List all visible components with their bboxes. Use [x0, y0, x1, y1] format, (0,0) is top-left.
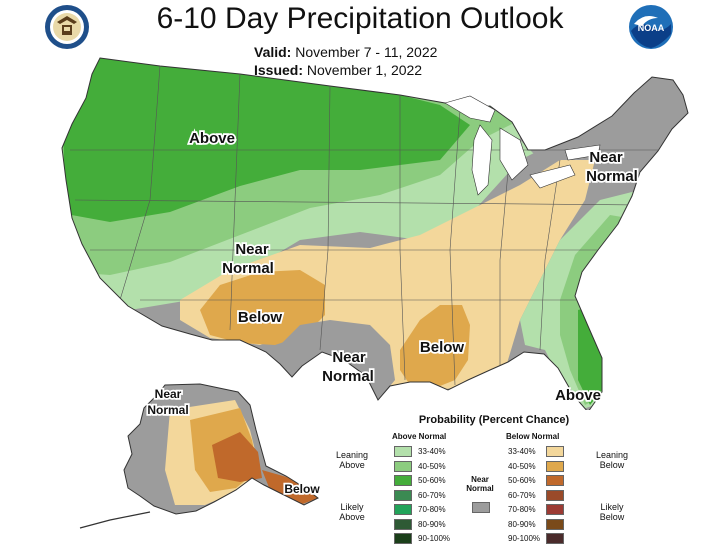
label-near-west-1: Near [235, 241, 269, 258]
legend-swatch-label: 33-40% [508, 447, 536, 456]
valid-label: Valid: [254, 44, 292, 60]
issued-line: Issued: November 1, 2022 [254, 62, 422, 78]
legend-swatch [394, 518, 412, 530]
legend-swatch [546, 460, 564, 472]
state-borders [70, 65, 688, 386]
legend-swatch-label: 60-70% [418, 490, 446, 500]
legend-swatch-label: 40-50% [418, 461, 446, 471]
legend-near-normal: Near Normal [466, 475, 494, 493]
label-above-florida: Above [555, 387, 601, 404]
legend-swatch-label: 90-100% [418, 534, 451, 543]
label-below-southwest: Below [238, 309, 283, 326]
legend-swatch-label: 60-70% [508, 490, 536, 500]
commerce-seal-icon [45, 5, 89, 49]
svg-text:NOAA: NOAA [638, 23, 665, 33]
label-near-texas-2: Normal [322, 368, 374, 385]
legend-likely-below: Likely Below [599, 502, 625, 522]
legend-swatch [546, 489, 564, 501]
legend-swatch-label: 90-100% [508, 534, 541, 543]
conus-shading [62, 58, 688, 412]
label-above-north: Above [189, 130, 235, 147]
legend-swatch [394, 475, 412, 486]
legend-swatch [394, 533, 412, 544]
legend-near-swatch [472, 502, 490, 513]
legend: Probability (Percent Chance) Above Norma… [336, 410, 628, 554]
legend-above-header: Above Normal [392, 432, 447, 441]
valid-line: Valid: November 7 - 11, 2022 [254, 44, 437, 60]
label-below-gulf: Below [420, 339, 465, 356]
legend-swatch [394, 504, 412, 515]
legend-swatch-label: 80-90% [508, 519, 536, 529]
label-near-ak-2: Normal [147, 403, 188, 417]
label-near-ne-2: Normal [586, 168, 638, 185]
legend-swatch [394, 489, 412, 501]
legend-swatch-label: 33-40% [418, 447, 446, 456]
legend-swatch-label: 50-60% [508, 476, 536, 485]
legend-swatch [546, 533, 564, 544]
legend-swatch [546, 475, 564, 486]
label-near-ak-1: Near [155, 387, 182, 401]
legend-likely-above: Likely Above [339, 502, 365, 522]
label-near-ne-1: Near [589, 149, 623, 166]
legend-swatch-label: 80-90% [418, 519, 446, 529]
label-near-west-2: Normal [222, 260, 274, 277]
legend-title: Probability (Percent Chance) [418, 414, 570, 426]
issued-label: Issued: [254, 62, 304, 78]
label-near-texas-1: Near [332, 349, 366, 366]
legend-swatch [394, 460, 412, 472]
aleutian-islands [79, 511, 151, 529]
legend-leaning-above: Leaning Above [335, 450, 369, 470]
legend-leaning-below: Leaning Below [595, 450, 629, 470]
legend-swatch [546, 504, 564, 515]
great-lakes [444, 95, 601, 196]
legend-below-header: Below Normal [506, 432, 560, 441]
legend-swatch [394, 446, 412, 457]
conus-outline [61, 57, 689, 413]
issued-value: November 1, 2022 [306, 62, 423, 78]
legend-swatch-label: 70-80% [418, 505, 446, 514]
legend-swatch-label: 70-80% [508, 505, 536, 514]
alaska-outline [123, 383, 319, 515]
noaa-logo-icon: NOAA [629, 5, 673, 49]
legend-swatch [546, 446, 564, 457]
legend-swatch [546, 518, 564, 530]
legend-swatch-label: 40-50% [508, 461, 536, 471]
page-title: 6-10 Day Precipitation Outlook [156, 2, 564, 35]
label-below-ak: Below [284, 482, 320, 496]
valid-value: November 7 - 11, 2022 [295, 44, 438, 60]
legend-swatch-label: 50-60% [418, 476, 446, 485]
